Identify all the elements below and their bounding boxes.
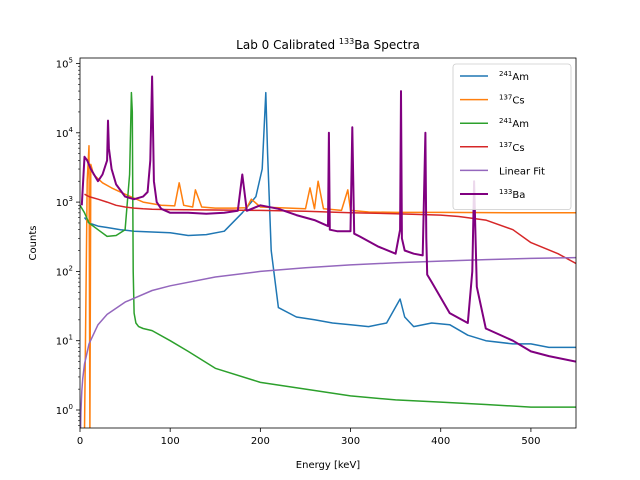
series-line-0 (83, 91, 576, 349)
legend-label-4: Linear Fit (499, 166, 545, 177)
x-axis-label: Energy [keV] (296, 460, 361, 471)
series-line-5 (80, 75, 576, 363)
series-line-4 (80, 256, 576, 428)
legend: 241Am 137Cs 241Am 137Cs Linear Fit 133Ba (452, 63, 572, 211)
y-tick-label: 100 (56, 403, 73, 417)
x-tick-label: 0 (77, 436, 83, 447)
x-tick-label: 100 (161, 436, 180, 447)
y-tick-label: 102 (56, 264, 73, 278)
y-tick-label: 105 (56, 56, 73, 70)
legend-label-2: 241Am (499, 117, 529, 130)
legend-label-1: 137Cs (499, 94, 525, 107)
x-tick-label: 200 (251, 436, 270, 447)
chart-title: Lab 0 Calibrated 133Ba Spectra (236, 37, 420, 52)
legend-label-3: 137Cs (499, 141, 525, 154)
series-line-2 (80, 91, 576, 408)
x-tick-label: 500 (521, 436, 540, 447)
legend-box (452, 63, 572, 211)
plot-area (80, 75, 576, 428)
y-axis: 100 101 102 103 104 105 (56, 56, 80, 426)
legend-label-5: 133Ba (499, 188, 525, 201)
y-tick-label: 103 (56, 195, 73, 209)
y-tick-label: 104 (56, 126, 74, 140)
y-tick-label: 101 (56, 334, 73, 348)
plot-frame (79, 57, 577, 429)
legend-label-0: 241Am (499, 70, 529, 83)
x-tick-label: 300 (341, 436, 360, 447)
y-axis-label: Counts (28, 226, 39, 261)
x-axis: 0 100 200 300 400 500 (77, 428, 540, 447)
x-tick-label: 400 (431, 436, 450, 447)
